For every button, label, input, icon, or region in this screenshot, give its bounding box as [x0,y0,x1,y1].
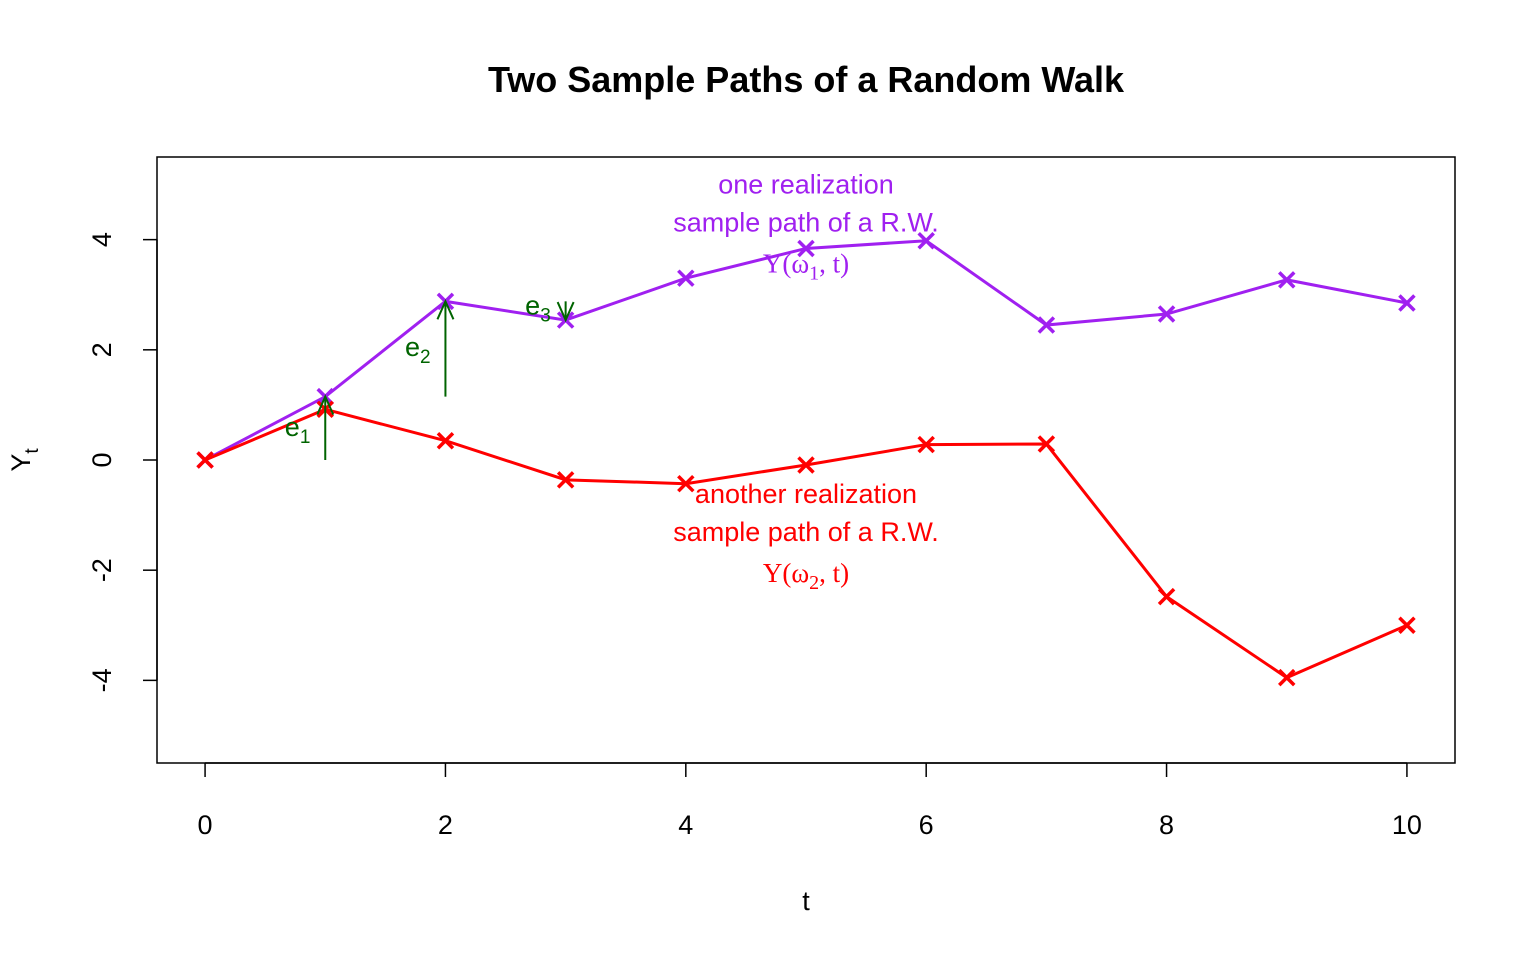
data-point [917,232,935,250]
data-point [1278,271,1296,289]
math-subscript: 2 [809,572,819,594]
increment-label: e3 [525,291,551,327]
annotation-line: sample path of a R.W. [673,517,939,547]
data-point [1037,435,1056,453]
data-point [556,471,575,489]
annotation-line: sample path of a R.W. [673,208,939,238]
y-tick-label: 0 [87,452,117,467]
data-point [917,435,935,454]
series-layer [196,232,1416,687]
annotation-math: Y(ω1, t) [763,249,849,285]
increment-label-main: e [285,412,300,442]
annotation-line: one realization [718,170,894,200]
increment-arrow-head [316,394,335,416]
data-point [1278,668,1296,687]
data-point [196,451,214,469]
math-suffix: , t) [819,558,849,588]
increment-label-main: e [405,332,420,362]
y-tick-label: -4 [87,668,117,692]
data-point [1037,316,1056,334]
math-suffix: , t) [819,249,849,279]
y-axis-label: Yt [6,448,43,472]
data-point [797,456,815,474]
math-greek: ω [791,558,809,588]
data-point [1157,305,1176,323]
y-axis-label-main: Y [6,454,36,472]
chart-title: Two Sample Paths of a Random Walk [488,59,1125,100]
data-point [677,269,695,287]
increment-label: e1 [285,412,311,448]
annotation-line: another realization [695,479,917,509]
x-tick-label: 0 [198,810,213,840]
y-tick-label: 4 [87,232,117,247]
x-tick-label: 10 [1392,810,1422,840]
increment-e3: e3 [525,291,575,327]
x-axis: 0 2 4 6 8 10 [198,762,1422,840]
math-prefix: Y( [763,558,792,588]
increment-arrow-head [436,298,455,320]
y-axis-label-subscript: t [22,448,43,454]
increment-e1: e1 [285,394,335,460]
y-tick-label: -2 [87,558,117,582]
math-subscript: 1 [809,263,819,285]
increment-label-subscript: 2 [420,347,431,368]
increment-label: e2 [405,332,431,368]
annotation-math: Y(ω2, t) [763,558,849,594]
annotation-2: another realization sample path of a R.W.… [673,479,939,594]
data-point [797,239,815,258]
x-tick-label: 6 [919,810,934,840]
x-tick-label: 8 [1159,810,1174,840]
increment-label-main: e [525,291,540,321]
increment-arrow-head [556,301,575,323]
data-point [1157,587,1176,606]
x-tick-label: 2 [438,810,453,840]
math-greek: ω [791,249,809,279]
y-axis: -4 -2 0 2 4 [87,232,158,692]
increment-label-subscript: 3 [540,306,551,327]
y-tick-label: 2 [87,342,117,357]
increment-label-subscript: 1 [300,427,311,448]
data-point [677,474,695,493]
math-prefix: Y( [763,249,792,279]
data-point [436,431,455,450]
annotation-1: one realization sample path of a R.W. Y(ω1… [673,170,939,285]
increment-e2: e2 [405,298,455,397]
x-axis-label: t [802,886,810,916]
data-point [1398,294,1416,312]
x-tick-label: 4 [678,810,693,840]
data-point [1398,616,1416,635]
